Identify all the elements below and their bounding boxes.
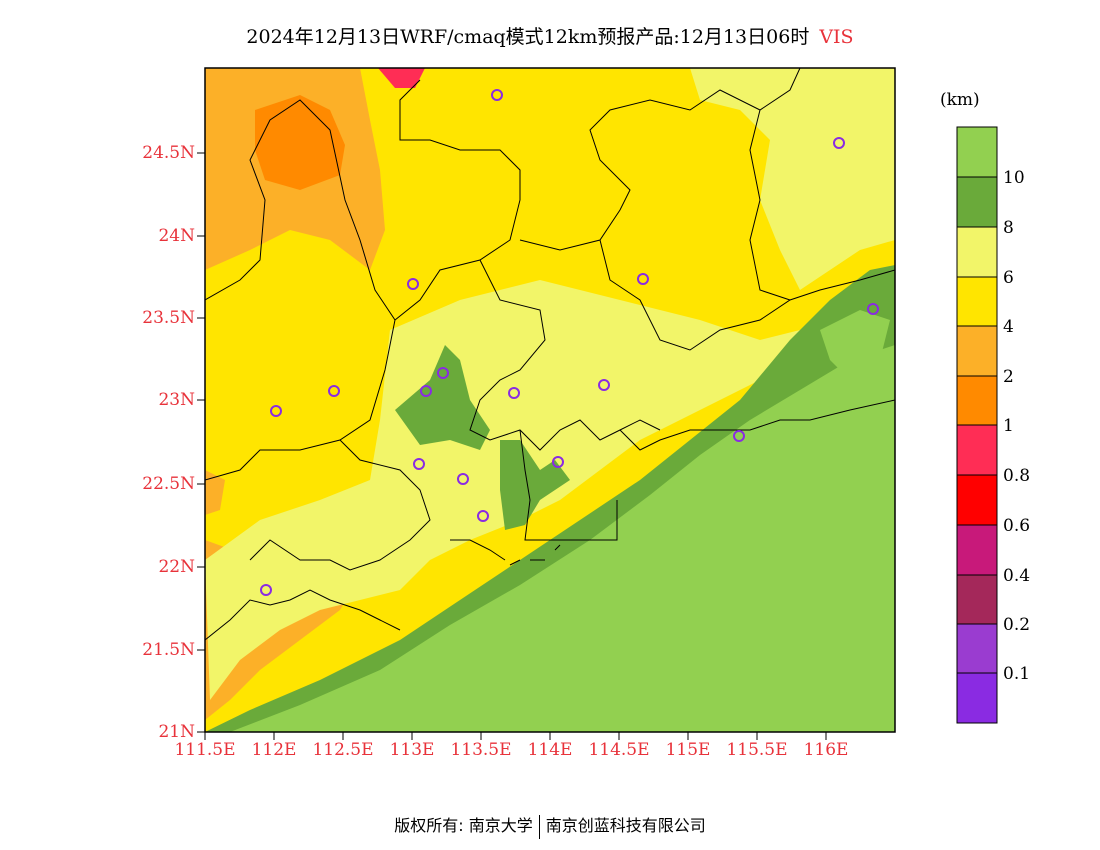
y-tick-label: 21N bbox=[158, 722, 195, 742]
admin-boundaries bbox=[205, 68, 895, 641]
field-2-4km-west-edge bbox=[205, 470, 225, 515]
city-marker bbox=[328, 385, 340, 397]
city-marker bbox=[733, 430, 745, 442]
x-tick-label: 116E bbox=[803, 740, 849, 760]
city-marker bbox=[477, 510, 489, 522]
colorbar-label: 0.4 bbox=[1003, 566, 1031, 586]
footer-divider bbox=[538, 814, 540, 839]
y-tick-label: 23N bbox=[158, 390, 195, 410]
y-tick-label: 22N bbox=[158, 557, 195, 577]
y-tick-label: 22.5N bbox=[142, 474, 195, 494]
x-tick-label: 112E bbox=[251, 740, 297, 760]
x-tick-label: 113E bbox=[389, 740, 435, 760]
colorbar bbox=[956, 126, 998, 724]
y-tick-label: 21.5N bbox=[142, 640, 195, 660]
city-marker bbox=[260, 584, 272, 596]
field-6-8km-northeast bbox=[690, 68, 895, 290]
copyright-footer: 版权所有: 南京大学 南京创蓝科技有限公司 bbox=[0, 812, 1100, 839]
field-1-2km bbox=[255, 95, 345, 190]
x-tick-label: 112.5E bbox=[312, 740, 374, 760]
city-marker bbox=[491, 89, 503, 101]
city-marker bbox=[598, 379, 610, 391]
colorbar-label: 4 bbox=[1003, 317, 1014, 337]
y-tick-label: 23.5N bbox=[142, 308, 195, 328]
colorbar-label: 1 bbox=[1003, 416, 1014, 436]
colorbar-label: 2 bbox=[1003, 367, 1014, 387]
city-marker bbox=[457, 473, 469, 485]
city-marker bbox=[508, 387, 520, 399]
x-tick-label: 113.5E bbox=[450, 740, 512, 760]
x-tick-label: 115.5E bbox=[726, 740, 788, 760]
visibility-field bbox=[205, 68, 895, 732]
x-tick-label: 114.5E bbox=[588, 740, 650, 760]
colorbar-unit: (km) bbox=[940, 90, 980, 110]
colorbar-label: 0.2 bbox=[1003, 615, 1031, 635]
city-markers bbox=[260, 89, 879, 596]
footer-left: 版权所有: 南京大学 bbox=[394, 816, 533, 835]
city-marker bbox=[437, 367, 449, 379]
city-marker bbox=[637, 273, 649, 285]
colorbar-label: 6 bbox=[1003, 268, 1014, 288]
colorbar-label: 0.1 bbox=[1003, 664, 1031, 684]
axis-ticks bbox=[197, 152, 827, 740]
map-title: 2024年12月13日WRF/cmaq模式12km预报产品:12月13日06时 V… bbox=[0, 22, 1100, 49]
title-variable: VIS bbox=[819, 26, 854, 48]
city-marker bbox=[270, 405, 282, 417]
city-marker bbox=[552, 456, 564, 468]
x-tick-label: 115E bbox=[665, 740, 711, 760]
x-tick-label: 111.5E bbox=[174, 740, 236, 760]
title-text: 2024年12月13日WRF/cmaq模式12km预报产品:12月13日06时 bbox=[246, 26, 810, 48]
colorbar-label: 10 bbox=[1003, 168, 1025, 188]
colorbar-label: 0.6 bbox=[1003, 516, 1031, 536]
colorbar-label: 8 bbox=[1003, 218, 1014, 238]
y-tick-label: 24.5N bbox=[142, 143, 195, 163]
field-above-10km-sea bbox=[230, 345, 895, 732]
city-marker bbox=[867, 303, 879, 315]
y-tick-label: 24N bbox=[158, 226, 195, 246]
colorbar-label: 0.8 bbox=[1003, 466, 1031, 486]
city-marker bbox=[420, 385, 432, 397]
x-tick-label: 114E bbox=[527, 740, 573, 760]
field-8-10km-inland bbox=[395, 345, 490, 450]
field-above-10km-northeast bbox=[820, 310, 890, 380]
field-0.8-1km bbox=[378, 68, 425, 88]
city-marker bbox=[833, 137, 845, 149]
city-marker bbox=[407, 278, 419, 290]
city-marker bbox=[413, 458, 425, 470]
footer-right: 南京创蓝科技有限公司 bbox=[545, 816, 706, 835]
